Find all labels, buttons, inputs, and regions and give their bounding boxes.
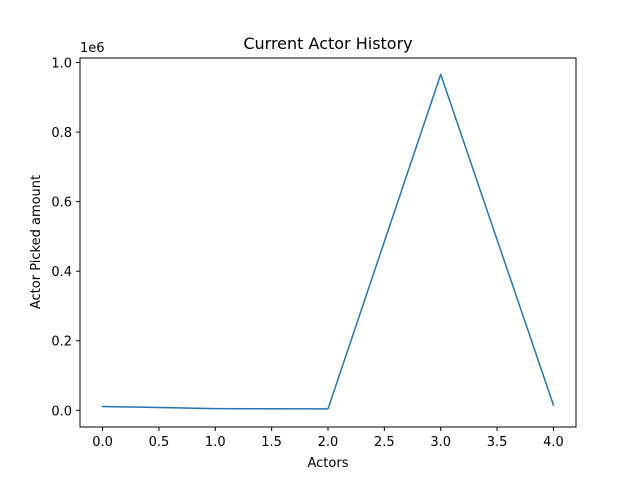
x-axis-ticks: 0.0 0.5 1.0 1.5 2.0 2.5 3.0 3.5 4.0 — [92, 427, 564, 450]
x-tick-label: 2.5 — [374, 435, 395, 450]
y-axis-ticks: 0.0 0.2 0.4 0.6 0.8 1.0 — [51, 57, 80, 419]
x-tick-label: 1.5 — [261, 435, 282, 450]
x-axis-label: Actors — [308, 456, 349, 471]
x-tick-label: 0.0 — [92, 435, 113, 450]
axes-frame — [79, 57, 577, 428]
y-tick-label: 0.8 — [51, 126, 72, 141]
chart-title: Current Actor History — [243, 34, 412, 53]
y-tick-label: 0.4 — [51, 265, 72, 280]
y-tick-label: 1.0 — [51, 57, 72, 72]
x-tick-label: 4.0 — [543, 435, 564, 450]
x-tick-label: 1.0 — [205, 435, 226, 450]
series-line-0 — [101, 73, 555, 410]
plot-area — [79, 57, 577, 428]
x-tick-label: 3.0 — [430, 435, 451, 450]
y-tick-label: 0.2 — [51, 335, 72, 350]
y-axis-offset-label: 1e6 — [80, 41, 105, 56]
x-tick-label: 2.0 — [318, 435, 339, 450]
y-tick-label: 0.0 — [51, 404, 72, 419]
x-tick-label: 3.5 — [487, 435, 508, 450]
y-axis-label: Actor Picked amount — [29, 175, 44, 309]
x-tick-label: 0.5 — [149, 435, 170, 450]
y-tick-label: 0.6 — [51, 196, 72, 211]
